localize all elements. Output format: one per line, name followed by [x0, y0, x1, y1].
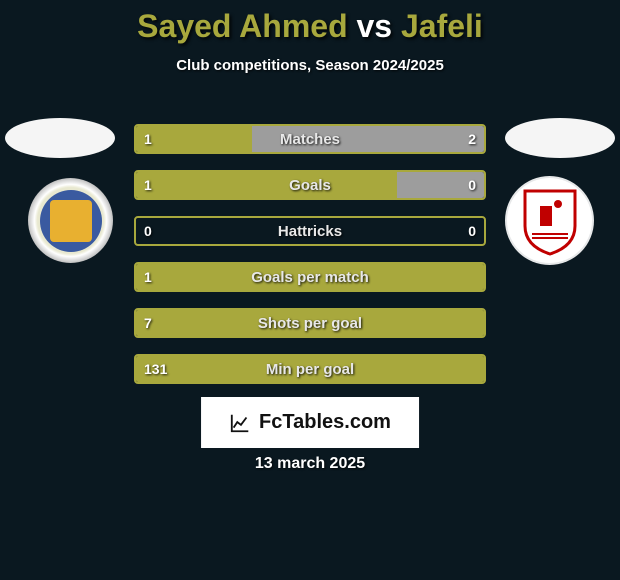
stat-row: Min per goal131 — [134, 354, 486, 384]
stat-row: Matches12 — [134, 124, 486, 154]
bar-fill-player1 — [136, 172, 397, 198]
bar-track — [134, 308, 486, 338]
player1-club-badge — [28, 178, 113, 263]
bar-track — [134, 262, 486, 292]
title-player2: Jafeli — [401, 8, 483, 44]
stat-row: Shots per goal7 — [134, 308, 486, 338]
bar-track — [134, 354, 486, 384]
watermark-text: FcTables.com — [259, 411, 391, 434]
bar-fill-player1 — [136, 356, 484, 382]
title-vs: vs — [357, 8, 393, 44]
player2-avatar-placeholder — [505, 118, 615, 158]
player1-avatar-placeholder — [5, 118, 115, 158]
stats-bars-container: Matches12 Goals10 Hattricks00 Goals per mat… — [134, 124, 486, 400]
subtitle: Club competitions, Season 2024/2025 — [0, 57, 620, 74]
page-title: Sayed Ahmed vs Jafeli — [0, 0, 620, 45]
stat-row: Goals10 — [134, 170, 486, 200]
bar-fill-player1 — [136, 310, 484, 336]
date-text: 13 march 2025 — [0, 455, 620, 473]
bar-fill-player2 — [252, 126, 484, 152]
bar-track — [134, 216, 486, 246]
bar-track — [134, 124, 486, 154]
chart-icon — [229, 412, 251, 434]
bar-track — [134, 170, 486, 200]
bar-fill-player1 — [136, 264, 484, 290]
bar-fill-player2 — [397, 172, 484, 198]
title-player1: Sayed Ahmed — [137, 8, 347, 44]
stat-row: Hattricks00 — [134, 216, 486, 246]
stat-row: Goals per match1 — [134, 262, 486, 292]
bar-fill-player1 — [136, 126, 252, 152]
watermark: FcTables.com — [201, 397, 419, 448]
player2-club-badge — [507, 178, 592, 263]
